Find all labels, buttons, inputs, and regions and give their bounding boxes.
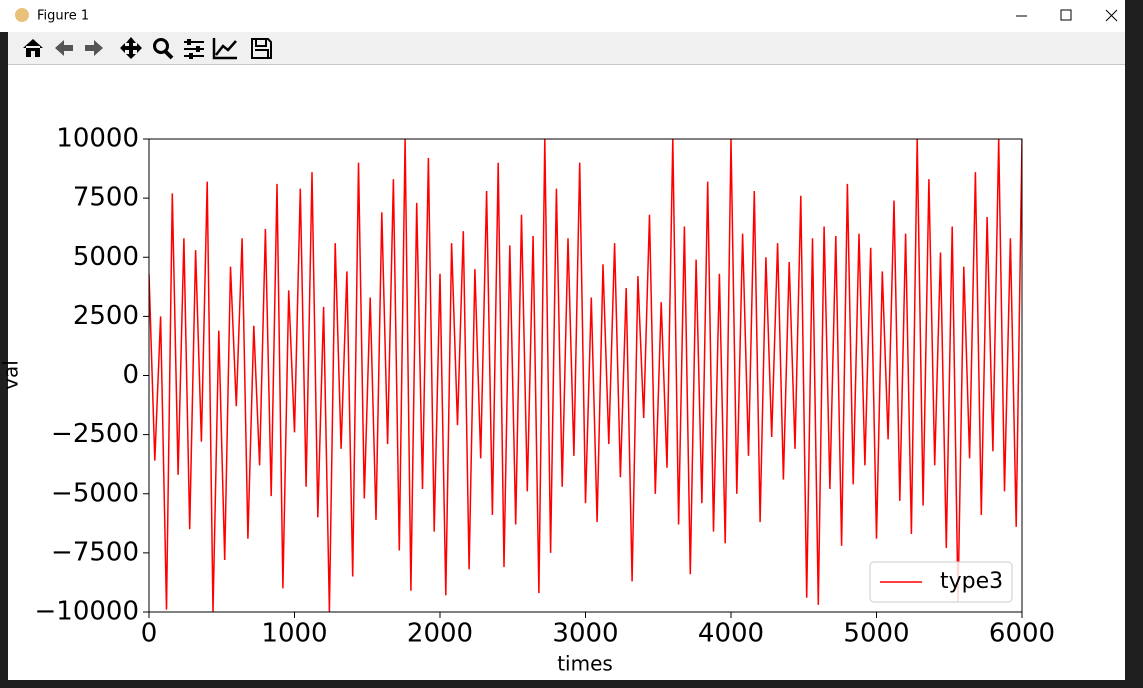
y-tick-label: 7500 [73, 183, 139, 213]
x-tick-label: 5000 [843, 619, 909, 649]
x-tick-label: 6000 [989, 619, 1055, 649]
y-tick-label: 2500 [73, 301, 139, 331]
app-icon [15, 8, 29, 22]
y-tick-label: −5000 [51, 478, 139, 508]
x-tick-label: 0 [141, 619, 158, 649]
legend-label: type3 [940, 569, 1003, 594]
maximize-button[interactable] [1060, 9, 1072, 21]
close-button[interactable] [1105, 9, 1118, 22]
y-tick-label: 10000 [56, 124, 139, 154]
save-button[interactable] [251, 38, 272, 59]
x-axis-label: times [557, 652, 613, 676]
forward-button[interactable] [85, 40, 103, 56]
y-tick-label: −7500 [51, 537, 139, 567]
axes-frame [148, 138, 1023, 613]
title-bar [0, 0, 1125, 32]
plot: −10000 −7500 −5000 −2500 0 2500 5000 7500 10000 0… [35, 124, 1056, 649]
x-tick-label: 2000 [407, 619, 473, 649]
y-tick-label: 0 [122, 360, 139, 390]
x-tick-label: 1000 [261, 619, 327, 649]
data-line [149, 139, 1022, 612]
legend-box [869, 561, 1013, 603]
window-title: Figure 1 [37, 9, 89, 24]
toolbar [8, 32, 1125, 65]
y-tick-label: −2500 [51, 419, 139, 449]
y-axis-label: val [0, 360, 23, 390]
y-tick-label: 5000 [73, 242, 139, 272]
home-button[interactable] [23, 39, 43, 57]
y-tick-label: −10000 [35, 597, 140, 627]
x-tick-label: 4000 [698, 619, 764, 649]
x-tick-label: 3000 [552, 619, 618, 649]
back-button[interactable] [55, 40, 73, 56]
pan-button[interactable] [120, 37, 142, 59]
zoom-button[interactable] [153, 38, 169, 54]
edit-axes-button[interactable] [212, 38, 237, 60]
